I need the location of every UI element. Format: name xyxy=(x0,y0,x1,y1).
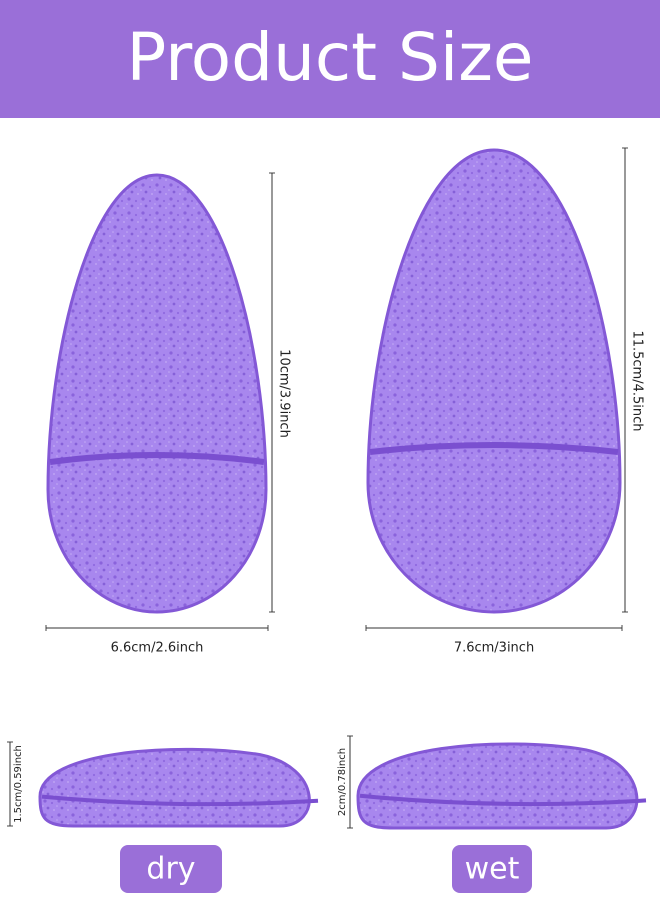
height-label: 11.5cm/4.5inch xyxy=(630,330,645,431)
thickness-label: 1.5cm/0.59inch xyxy=(13,745,24,823)
sponge-pocket-edge xyxy=(369,442,619,455)
width-label: 6.6cm/2.6inch xyxy=(111,641,204,656)
content: 10cm/3.9inch 6.6cm/2.6inch 11.5cm/4.5inch 7… xyxy=(7,147,647,893)
sponge-front xyxy=(366,148,622,614)
state-label: wet xyxy=(465,852,520,887)
sponge-side xyxy=(356,742,639,830)
sponge-pocket-edge xyxy=(49,452,265,465)
thickness-label: 2cm/0.78inch xyxy=(337,748,348,816)
width-label: 7.6cm/3inch xyxy=(454,641,534,656)
state-pill xyxy=(120,845,222,893)
sponge-side xyxy=(38,747,311,828)
sponge-front xyxy=(46,173,268,614)
sponge-side-seam xyxy=(359,793,647,807)
state-label: dry xyxy=(146,852,195,887)
header-title: Product Size xyxy=(126,19,533,96)
height-label: 10cm/3.9inch xyxy=(277,349,292,438)
header-band xyxy=(0,0,660,118)
state-pill xyxy=(452,845,532,893)
sponge-side-seam xyxy=(41,794,319,807)
